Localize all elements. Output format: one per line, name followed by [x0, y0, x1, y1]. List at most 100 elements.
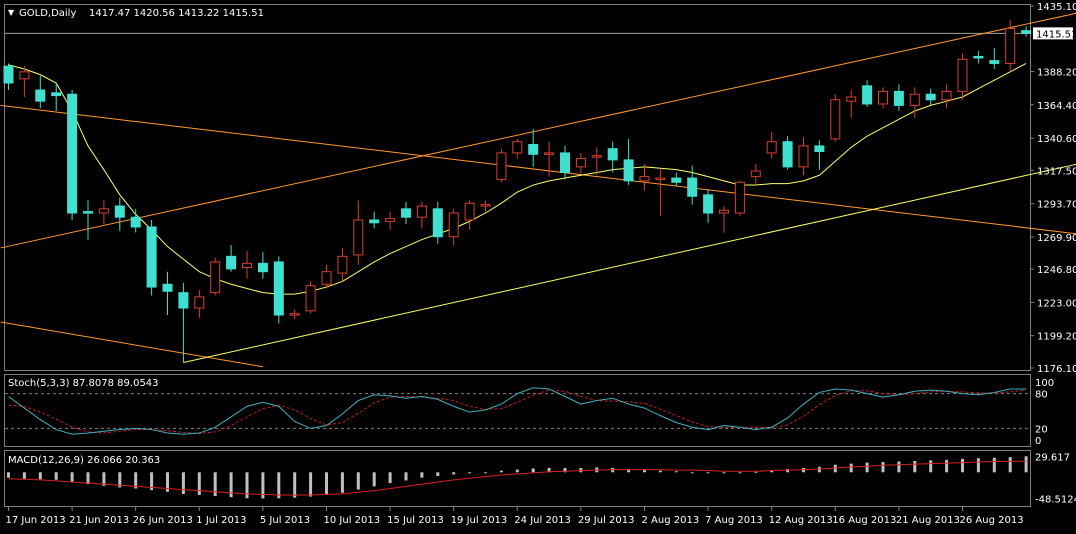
- bear-candle: [433, 209, 442, 237]
- channel-lower-line: [1, 322, 263, 367]
- descending-trendline: [1, 105, 1076, 235]
- date-tick-label: 29 Jul 2013: [578, 515, 635, 526]
- bull-candle: [942, 91, 951, 99]
- bear-candle: [704, 195, 713, 213]
- macd-histogram-bar: [850, 464, 853, 473]
- macd-histogram-bar: [468, 472, 471, 473]
- bull-candle: [243, 263, 252, 267]
- macd-signal-line: [9, 461, 1027, 495]
- macd-histogram-bar: [484, 472, 487, 473]
- bull-candle: [592, 156, 601, 158]
- price-tick-label: 1246.80: [1037, 265, 1076, 276]
- bear-candle: [1022, 31, 1031, 34]
- bear-candle: [115, 206, 124, 217]
- date-tick-label: 26 Jun 2013: [133, 515, 193, 526]
- bear-candle: [894, 91, 903, 105]
- bull-candle: [640, 177, 649, 181]
- date-tick-label: 21 Aug 2013: [896, 515, 960, 526]
- stoch-tick-label: 80: [1035, 390, 1048, 401]
- stoch-tick-label: 20: [1035, 424, 1048, 435]
- bear-candle: [227, 256, 236, 269]
- bear-candle: [608, 149, 617, 160]
- macd-histogram-bar: [293, 472, 296, 497]
- moving-average-line: [9, 63, 1027, 294]
- stoch-tick-label: 100: [1035, 378, 1054, 389]
- bull-candle: [910, 94, 919, 105]
- price-tick-label: 1223.00: [1037, 298, 1076, 309]
- date-tick-label: 1 Jul 2013: [196, 515, 246, 526]
- bear-candle: [672, 178, 681, 182]
- macd-histogram-bar: [182, 472, 185, 494]
- date-tick-label: 12 Aug 2013: [769, 515, 833, 526]
- macd-histogram-bar: [579, 468, 582, 472]
- macd-histogram-bar: [420, 472, 423, 477]
- date-tick-label: 16 Aug 2013: [832, 515, 896, 526]
- macd-histogram-bar: [87, 472, 90, 484]
- macd-histogram-bar: [389, 472, 392, 483]
- macd-label: MACD(12,26,9) 26.066 20.363: [8, 455, 160, 466]
- bull-candle: [799, 146, 808, 167]
- candles-layer: [4, 20, 1031, 362]
- macd-histogram-bar: [7, 472, 10, 477]
- macd-histogram-bar: [675, 471, 678, 472]
- macd-tick-label: -48.5124: [1035, 494, 1076, 505]
- bear-candle: [688, 178, 697, 196]
- bear-candle: [68, 94, 77, 213]
- bull-candle: [449, 213, 458, 237]
- macd-histogram-bar: [707, 472, 710, 473]
- stoch-label: Stoch(5,3,3) 87.8078 89.0543: [8, 378, 159, 389]
- current-price-label: 1415.51: [1036, 29, 1076, 40]
- stoch-layer: [5, 388, 1030, 434]
- price-tick-label: 1176.10: [1037, 364, 1076, 375]
- bull-candle: [338, 256, 347, 273]
- bull-candle: [497, 153, 506, 180]
- price-tick-label: 1293.70: [1037, 200, 1076, 211]
- macd-histogram-bar: [373, 472, 376, 486]
- date-tick-label: 2 Aug 2013: [642, 515, 700, 526]
- macd-histogram-bar: [993, 458, 996, 473]
- bear-candle: [36, 90, 45, 101]
- bear-candle: [926, 94, 935, 100]
- collapse-arrow-icon[interactable]: ▼: [8, 8, 15, 17]
- bear-candle: [974, 56, 983, 58]
- bull-candle: [879, 91, 888, 104]
- bear-candle: [147, 227, 156, 287]
- bull-candle: [386, 219, 395, 222]
- macd-histogram-bar: [945, 460, 948, 472]
- macd-tick-label: 29.617: [1035, 452, 1070, 463]
- bull-candle: [751, 171, 760, 177]
- bull-candle: [767, 142, 776, 153]
- price-tick-label: 1388.20: [1037, 68, 1076, 79]
- macd-histogram-bar: [55, 472, 58, 480]
- support-trendline: [183, 161, 1076, 362]
- macd-histogram-bar: [802, 468, 805, 472]
- price-tick-label: 1364.40: [1037, 101, 1076, 112]
- macd-histogram-bar: [39, 472, 42, 479]
- macd-histogram-bar: [961, 459, 964, 473]
- date-tick-label: 15 Jul 2013: [387, 515, 444, 526]
- bull-candle: [1006, 29, 1015, 64]
- macd-histogram-bar: [977, 458, 980, 472]
- macd-histogram-bar: [436, 472, 439, 476]
- macd-histogram-bar: [866, 463, 869, 473]
- main-panel-frame: [5, 5, 1031, 371]
- bull-candle: [720, 210, 729, 213]
- price-tick-label: 1317.50: [1037, 166, 1076, 177]
- symbol-label: GOLD,Daily: [19, 8, 76, 19]
- bear-candle: [4, 66, 13, 83]
- date-tick-label: 26 Aug 2013: [960, 515, 1024, 526]
- date-tick-label: 24 Jul 2013: [514, 515, 571, 526]
- bull-candle: [290, 314, 299, 316]
- macd-histogram-bar: [882, 462, 885, 472]
- macd-histogram-bar: [198, 472, 201, 495]
- bear-candle: [529, 145, 538, 155]
- macd-histogram-bar: [277, 472, 280, 498]
- macd-histogram-bar: [341, 472, 344, 493]
- macd-histogram-bar: [1025, 456, 1028, 472]
- macd-histogram-bar: [691, 472, 694, 473]
- bear-candle: [624, 160, 633, 181]
- macd-histogram-bar: [818, 467, 821, 472]
- macd-histogram-bar: [897, 461, 900, 472]
